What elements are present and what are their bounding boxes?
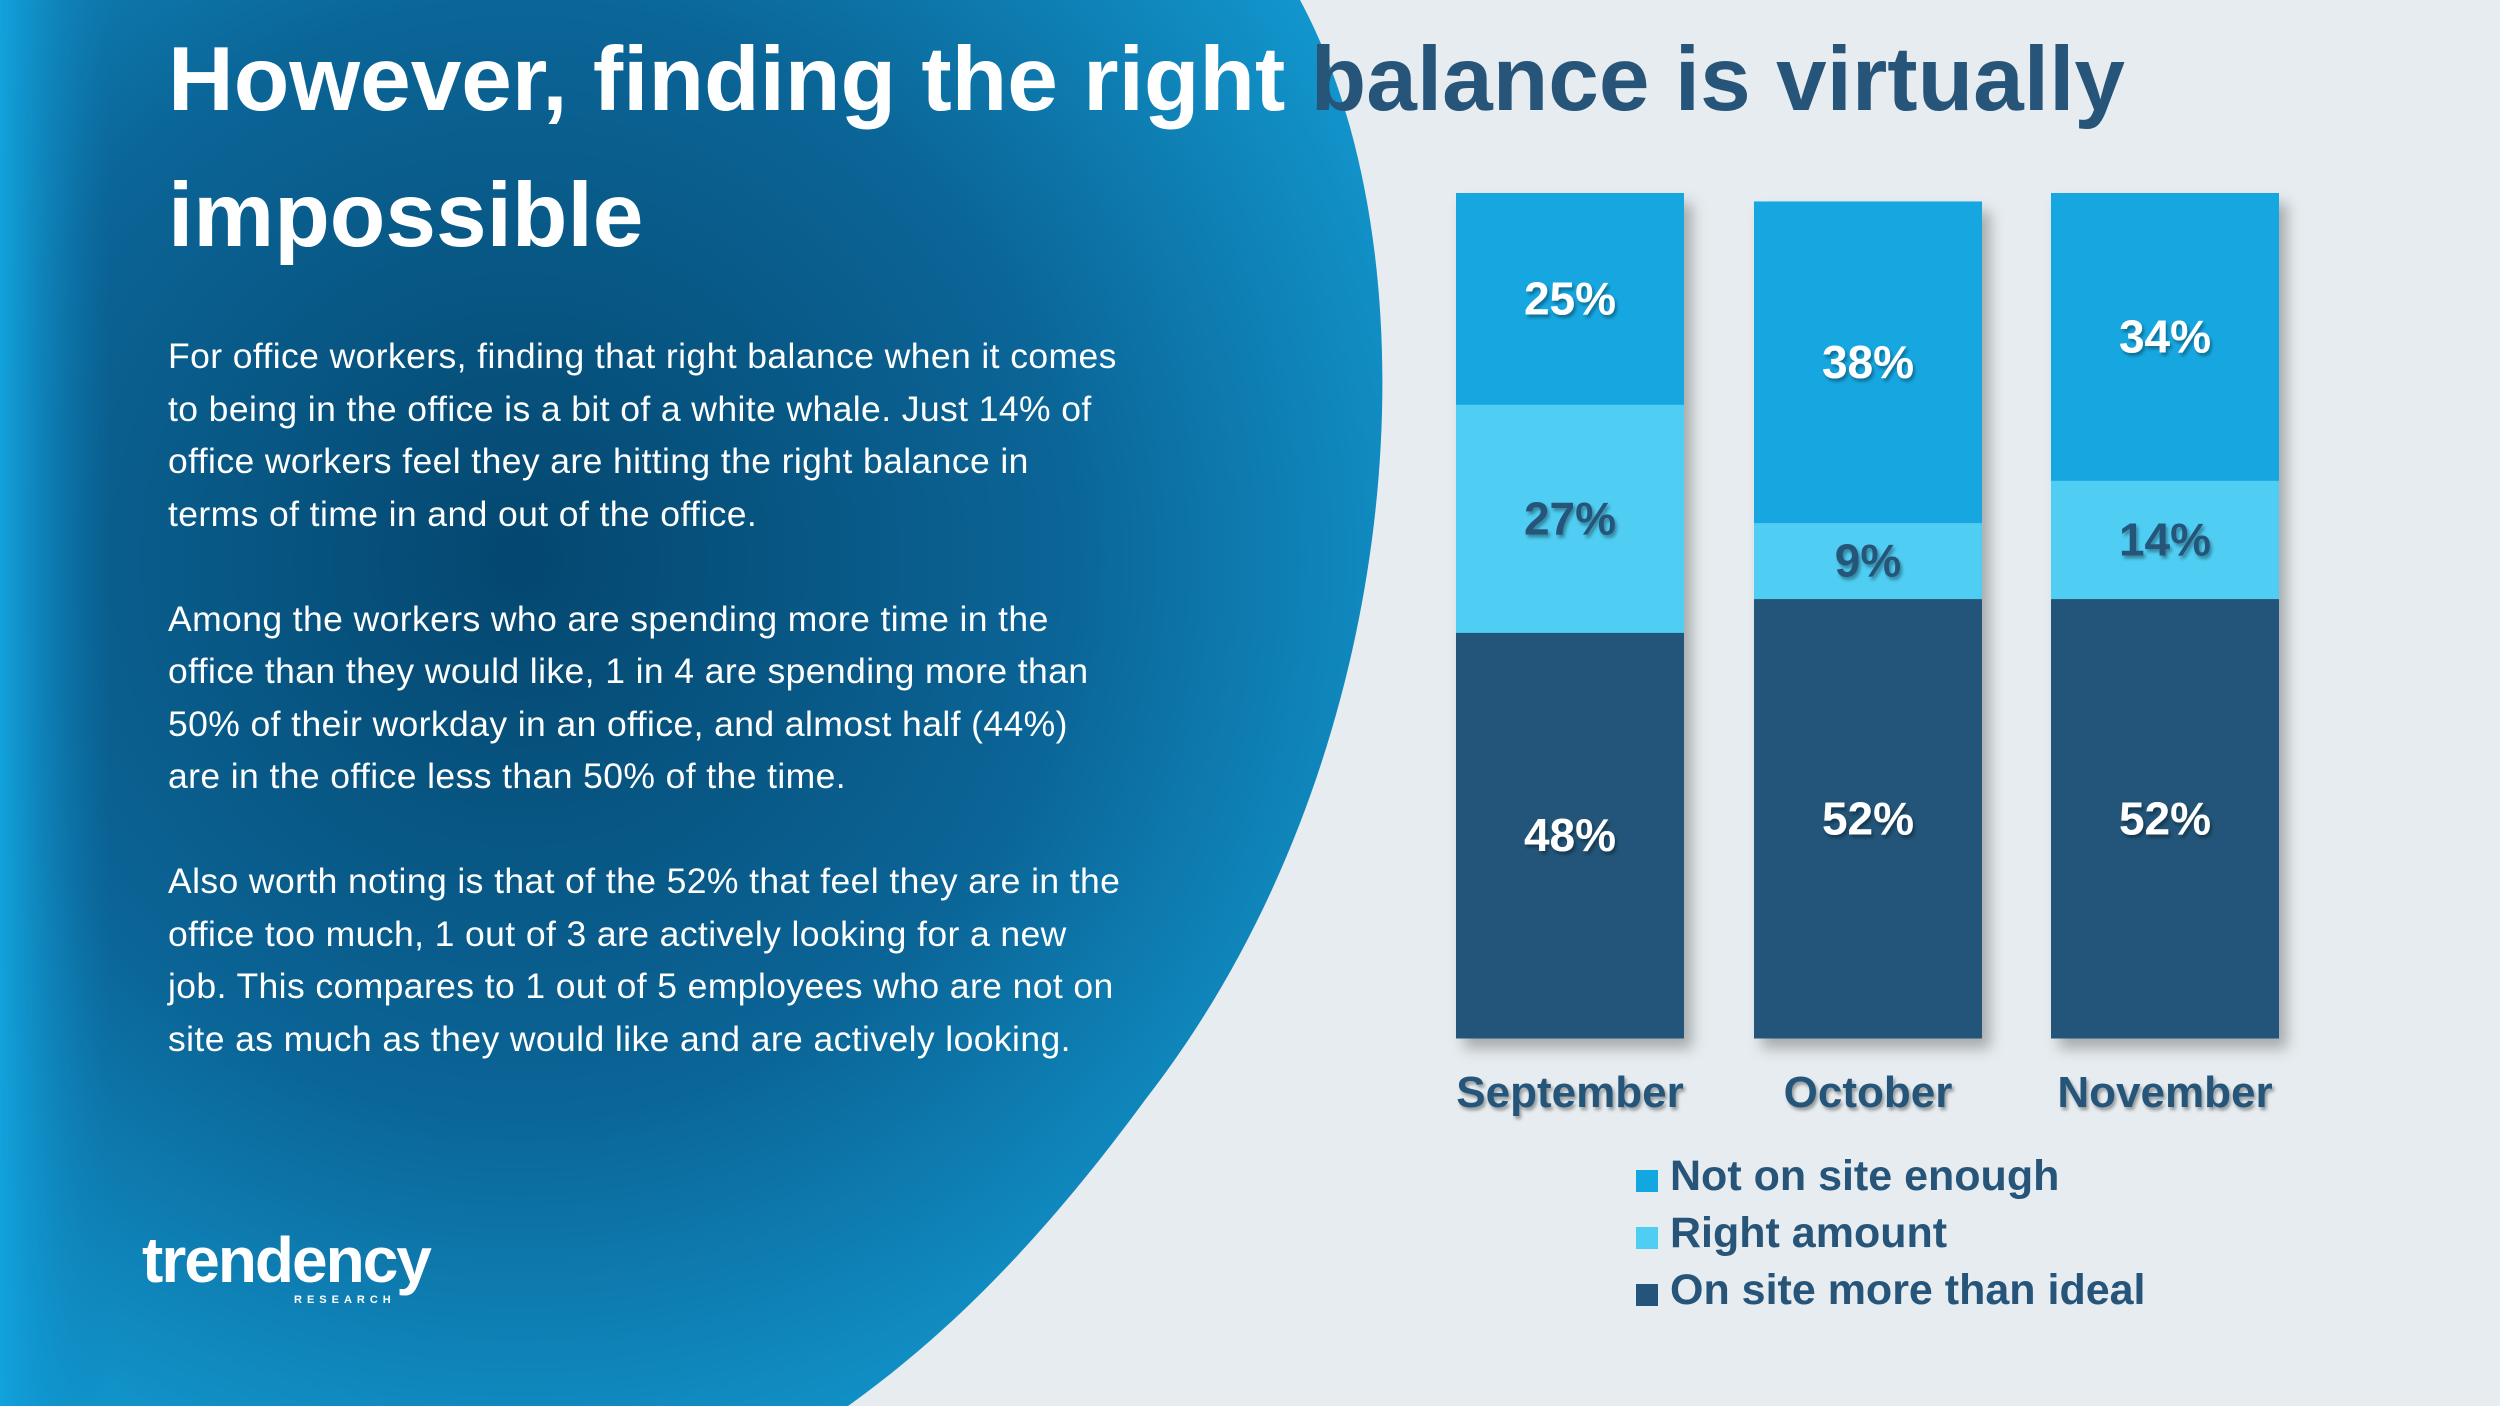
legend-label: On site more than ideal <box>1670 1266 2146 1314</box>
bars-layer <box>1456 193 2279 1039</box>
bar-segment-november-right-amount <box>2051 480 2279 600</box>
data-label-november-right-amount: 14% <box>2119 513 2211 565</box>
data-label-october-right-amount: 9% <box>1835 535 1901 587</box>
legend-label: Right amount <box>1670 1209 1948 1257</box>
data-label-november-on-site-more-than-ideal: 52% <box>2119 792 2211 844</box>
title-part-2: balance is virtually <box>1310 29 2125 130</box>
data-label-october-on-site-more-than-ideal: 52% <box>1822 792 1914 844</box>
bar-segment-october-right-amount <box>1754 522 1982 600</box>
paragraph-1: For office workers, finding that right b… <box>168 336 1117 534</box>
bar-stack-october <box>1754 201 1982 1039</box>
legend-label: Not on site enough <box>1670 1152 2060 1200</box>
trendency-logo: trendency RESEARCH <box>142 1228 472 1308</box>
bar-segment-october-not-on-site-enough <box>1754 201 1982 524</box>
bar-segment-september-right-amount <box>1456 404 1684 633</box>
legend-swatch <box>1636 1170 1658 1192</box>
legend-swatch <box>1636 1227 1658 1249</box>
bar-segment-november-on-site-more-than-ideal <box>2051 598 2279 1039</box>
x-tick-label-november: November <box>2057 1068 2272 1117</box>
bar-segment-november-not-on-site-enough <box>2051 193 2279 481</box>
page-title: However, finding the right balance is vi… <box>168 34 2125 125</box>
page-title-line-2: impossible <box>168 165 644 266</box>
title-part-1: However, finding the right <box>168 29 1311 130</box>
bar-segment-september-not-on-site-enough <box>1456 193 1684 405</box>
bar-segment-october-on-site-more-than-ideal <box>1754 598 1982 1039</box>
body-text: For office workers, finding that right b… <box>168 330 1128 1118</box>
paragraph-3: Also worth noting is that of the 52% tha… <box>168 861 1121 1059</box>
paragraph-2: Among the workers who are spending more … <box>168 598 1089 797</box>
bar-stack-september <box>1456 193 1684 1039</box>
bar-segment-september-on-site-more-than-ideal <box>1456 632 1684 1039</box>
x-tick-label-october: October <box>1784 1068 1953 1117</box>
bar-stack-november <box>2051 193 2279 1039</box>
logo-wordmark: trendency <box>142 1224 432 1296</box>
logo-subtext: RESEARCH <box>294 1294 396 1306</box>
data-label-september-on-site-more-than-ideal: 48% <box>1524 809 1616 861</box>
background-panel-edge <box>0 0 1383 1406</box>
x-tick-label-september: September <box>1456 1068 1683 1117</box>
labels-layer: 48% 27% 25% September 52% 9% 38% October 52% 14% 3… <box>1456 273 2272 1117</box>
data-label-september-not-on-site-enough: 25% <box>1524 273 1616 325</box>
data-label-october-not-on-site-enough: 38% <box>1822 336 1914 388</box>
legend-swatch <box>1636 1284 1658 1306</box>
data-label-september-right-amount: 27% <box>1524 492 1616 544</box>
data-label-november-not-on-site-enough: 34% <box>2119 311 2211 363</box>
